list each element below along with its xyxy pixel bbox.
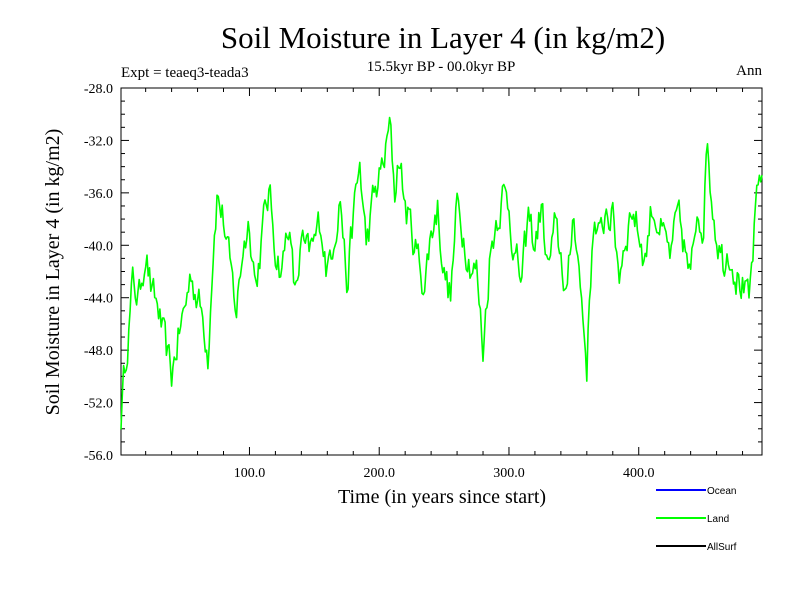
legend-item-allsurf: AllSurf [656, 542, 737, 553]
y-tick-label: -48.0 [84, 344, 113, 359]
chart-title: Soil Moisture in Layer 4 (in kg/m2) [221, 20, 665, 55]
experiment-label: Expt = teaeq3-teada3 [121, 65, 249, 81]
legend-item-ocean: Ocean [656, 486, 736, 497]
y-tick-label: -32.0 [84, 134, 113, 149]
x-tick-label: 200.0 [363, 466, 395, 481]
x-tick-label: 100.0 [234, 466, 266, 481]
legend-label: Land [707, 514, 729, 525]
legend: Ocean Land AllSurf [656, 486, 737, 553]
plot-frame [120, 87, 763, 456]
y-axis-ticks: -56.0 -52.0 -48.0 -44.0 -40.0 -36.0 -32.0 -28.0 [84, 82, 762, 464]
chart-subtitle: 15.5kyr BP - 00.0kyr BP [367, 59, 516, 75]
plot-axes [120, 87, 763, 456]
legend-label: AllSurf [707, 542, 737, 553]
legend-item-land: Land [656, 514, 729, 525]
y-tick-label: -56.0 [84, 449, 113, 464]
x-tick-label: 400.0 [623, 466, 655, 481]
x-axis-ticks: 100.0 200.0 300.0 400.0 [145, 88, 744, 481]
y-tick-label: -52.0 [84, 397, 113, 412]
season-label: Ann [736, 63, 762, 79]
series-layer [120, 116, 763, 430]
x-tick-label: 300.0 [493, 466, 525, 481]
y-tick-label: -40.0 [84, 239, 113, 254]
y-tick-label: -28.0 [84, 82, 113, 97]
series-line-land [120, 116, 763, 430]
y-tick-label: -44.0 [84, 292, 113, 307]
legend-label: Ocean [707, 486, 736, 497]
y-tick-label: -36.0 [84, 187, 113, 202]
y-axis-label: Soil Moisture in Layer 4 (in kg/m2) [42, 129, 64, 416]
x-axis-label: Time (in years since start) [338, 486, 546, 508]
